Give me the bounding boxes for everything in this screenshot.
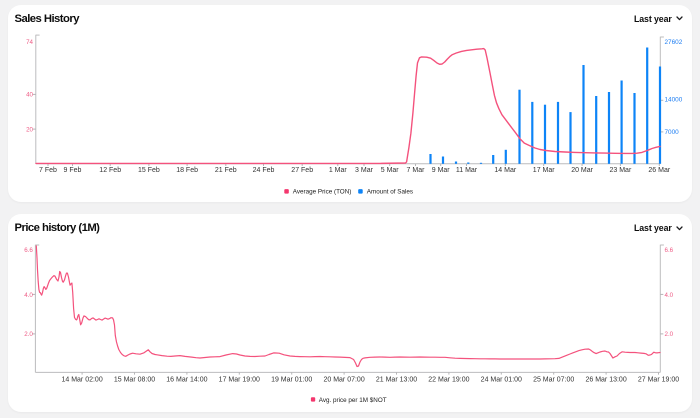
svg-text:14 Mar: 14 Mar bbox=[494, 167, 516, 174]
svg-text:2.0: 2.0 bbox=[665, 331, 674, 338]
svg-text:24 Feb: 24 Feb bbox=[253, 167, 275, 174]
svg-text:25 Mar 07:00: 25 Mar 07:00 bbox=[533, 377, 574, 384]
svg-text:74: 74 bbox=[26, 39, 33, 46]
svg-text:5 Mar: 5 Mar bbox=[381, 167, 400, 174]
svg-text:4.0: 4.0 bbox=[665, 292, 674, 299]
svg-text:17 Mar: 17 Mar bbox=[533, 167, 555, 174]
svg-text:27 Feb: 27 Feb bbox=[291, 167, 313, 174]
svg-text:7 Feb: 7 Feb bbox=[39, 167, 57, 174]
svg-text:7000: 7000 bbox=[665, 129, 680, 136]
svg-text:21 Mar 13:00: 21 Mar 13:00 bbox=[376, 377, 417, 384]
svg-text:19 Mar 01:00: 19 Mar 01:00 bbox=[271, 377, 312, 384]
svg-text:Avg. price per 1M $NOT: Avg. price per 1M $NOT bbox=[319, 397, 387, 404]
svg-text:7 Mar: 7 Mar bbox=[407, 167, 426, 174]
svg-text:9 Feb: 9 Feb bbox=[64, 167, 82, 174]
svg-text:23 Mar: 23 Mar bbox=[610, 167, 632, 174]
svg-text:22 Mar 19:00: 22 Mar 19:00 bbox=[428, 377, 469, 384]
svg-text:18 Feb: 18 Feb bbox=[176, 167, 198, 174]
svg-text:26 Mar 13:00: 26 Mar 13:00 bbox=[585, 377, 626, 384]
svg-text:15 Mar 08:00: 15 Mar 08:00 bbox=[114, 377, 155, 384]
svg-text:14 Mar 02:00: 14 Mar 02:00 bbox=[61, 377, 102, 384]
svg-text:2.0: 2.0 bbox=[24, 331, 33, 338]
svg-text:20 Mar 07:00: 20 Mar 07:00 bbox=[323, 377, 364, 384]
svg-text:17 Mar 19:00: 17 Mar 19:00 bbox=[219, 377, 260, 384]
svg-text:27602: 27602 bbox=[665, 39, 683, 46]
svg-text:20 Mar: 20 Mar bbox=[571, 167, 593, 174]
svg-text:4.0: 4.0 bbox=[24, 292, 33, 299]
svg-text:Amount of Sales: Amount of Sales bbox=[367, 189, 413, 196]
svg-text:9 Mar: 9 Mar bbox=[432, 167, 451, 174]
svg-text:24 Mar 01:00: 24 Mar 01:00 bbox=[481, 377, 522, 384]
svg-text:21 Feb: 21 Feb bbox=[215, 167, 237, 174]
svg-text:3 Mar: 3 Mar bbox=[355, 167, 374, 174]
svg-text:6.6: 6.6 bbox=[665, 247, 674, 254]
svg-text:40: 40 bbox=[26, 92, 33, 99]
svg-text:6.6: 6.6 bbox=[24, 247, 33, 254]
svg-text:20: 20 bbox=[26, 126, 33, 133]
svg-text:14000: 14000 bbox=[665, 96, 683, 103]
svg-text:12 Feb: 12 Feb bbox=[99, 167, 121, 174]
svg-text:11 Mar: 11 Mar bbox=[456, 167, 478, 174]
svg-text:Average Price (TON): Average Price (TON) bbox=[293, 189, 352, 196]
svg-text:26 Mar: 26 Mar bbox=[648, 167, 670, 174]
svg-text:16 Mar 14:00: 16 Mar 14:00 bbox=[166, 377, 207, 384]
svg-text:15 Feb: 15 Feb bbox=[138, 167, 160, 174]
svg-text:27 Mar 19:00: 27 Mar 19:00 bbox=[638, 377, 679, 384]
svg-text:1 Mar: 1 Mar bbox=[329, 167, 348, 174]
